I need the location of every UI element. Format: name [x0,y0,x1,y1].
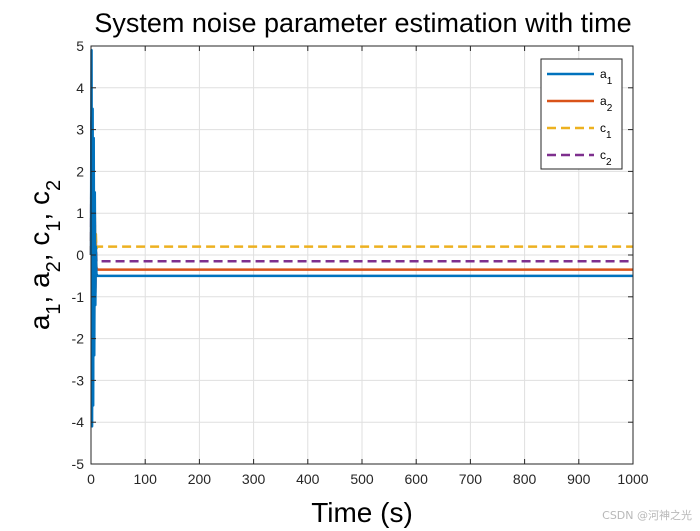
y-tick-label: -2 [72,331,85,347]
x-tick-label: 100 [134,471,158,487]
x-tick-label: 400 [296,471,320,487]
y-tick-label: -3 [72,372,85,388]
x-tick-label: 200 [188,471,212,487]
x-tick-labels: 0 100 200 300 400 500 600 700 800 900 1000 [87,471,649,487]
x-tick-label: 500 [350,471,374,487]
y-tick-label: -4 [72,414,85,430]
y-tick-label: 2 [76,163,84,179]
legend-box [540,58,623,170]
x-tick-label: 1000 [617,471,648,487]
series-a1-line [89,48,633,428]
y-tick-label: -5 [72,456,85,472]
x-tick-label: 900 [567,471,591,487]
x-tick-label: 600 [405,471,429,487]
watermark: CSDN @河神之光 [602,509,692,522]
x-tick-label: 0 [87,471,95,487]
legend: a1 a2 c1 c2 [540,58,623,170]
y-tick-label: 4 [76,80,84,96]
x-axis-label: Time (s) [311,497,413,528]
x-tick-label: 700 [459,471,483,487]
chart-title: System noise parameter estimation with t… [94,8,631,38]
y-tick-labels: -5 -4 -3 -2 -1 0 1 2 3 4 5 [72,38,85,472]
y-tick-label: 3 [76,122,84,138]
y-tick-label: -1 [72,289,85,305]
legend-label-c2: c2 [600,148,612,168]
legend-label-a2: a2 [600,94,613,114]
y-axis-label: a1, a2, c1, c2 [24,180,65,330]
x-tick-label: 300 [242,471,266,487]
ticks [90,45,634,465]
y-tick-label: 0 [76,247,84,263]
series-layer [89,48,633,428]
y-tick-label: 1 [76,205,84,221]
legend-label-a1: a1 [600,67,613,87]
y-tick-label: 5 [76,38,84,54]
x-tick-label: 800 [513,471,537,487]
legend-label-c1: c1 [600,121,612,141]
